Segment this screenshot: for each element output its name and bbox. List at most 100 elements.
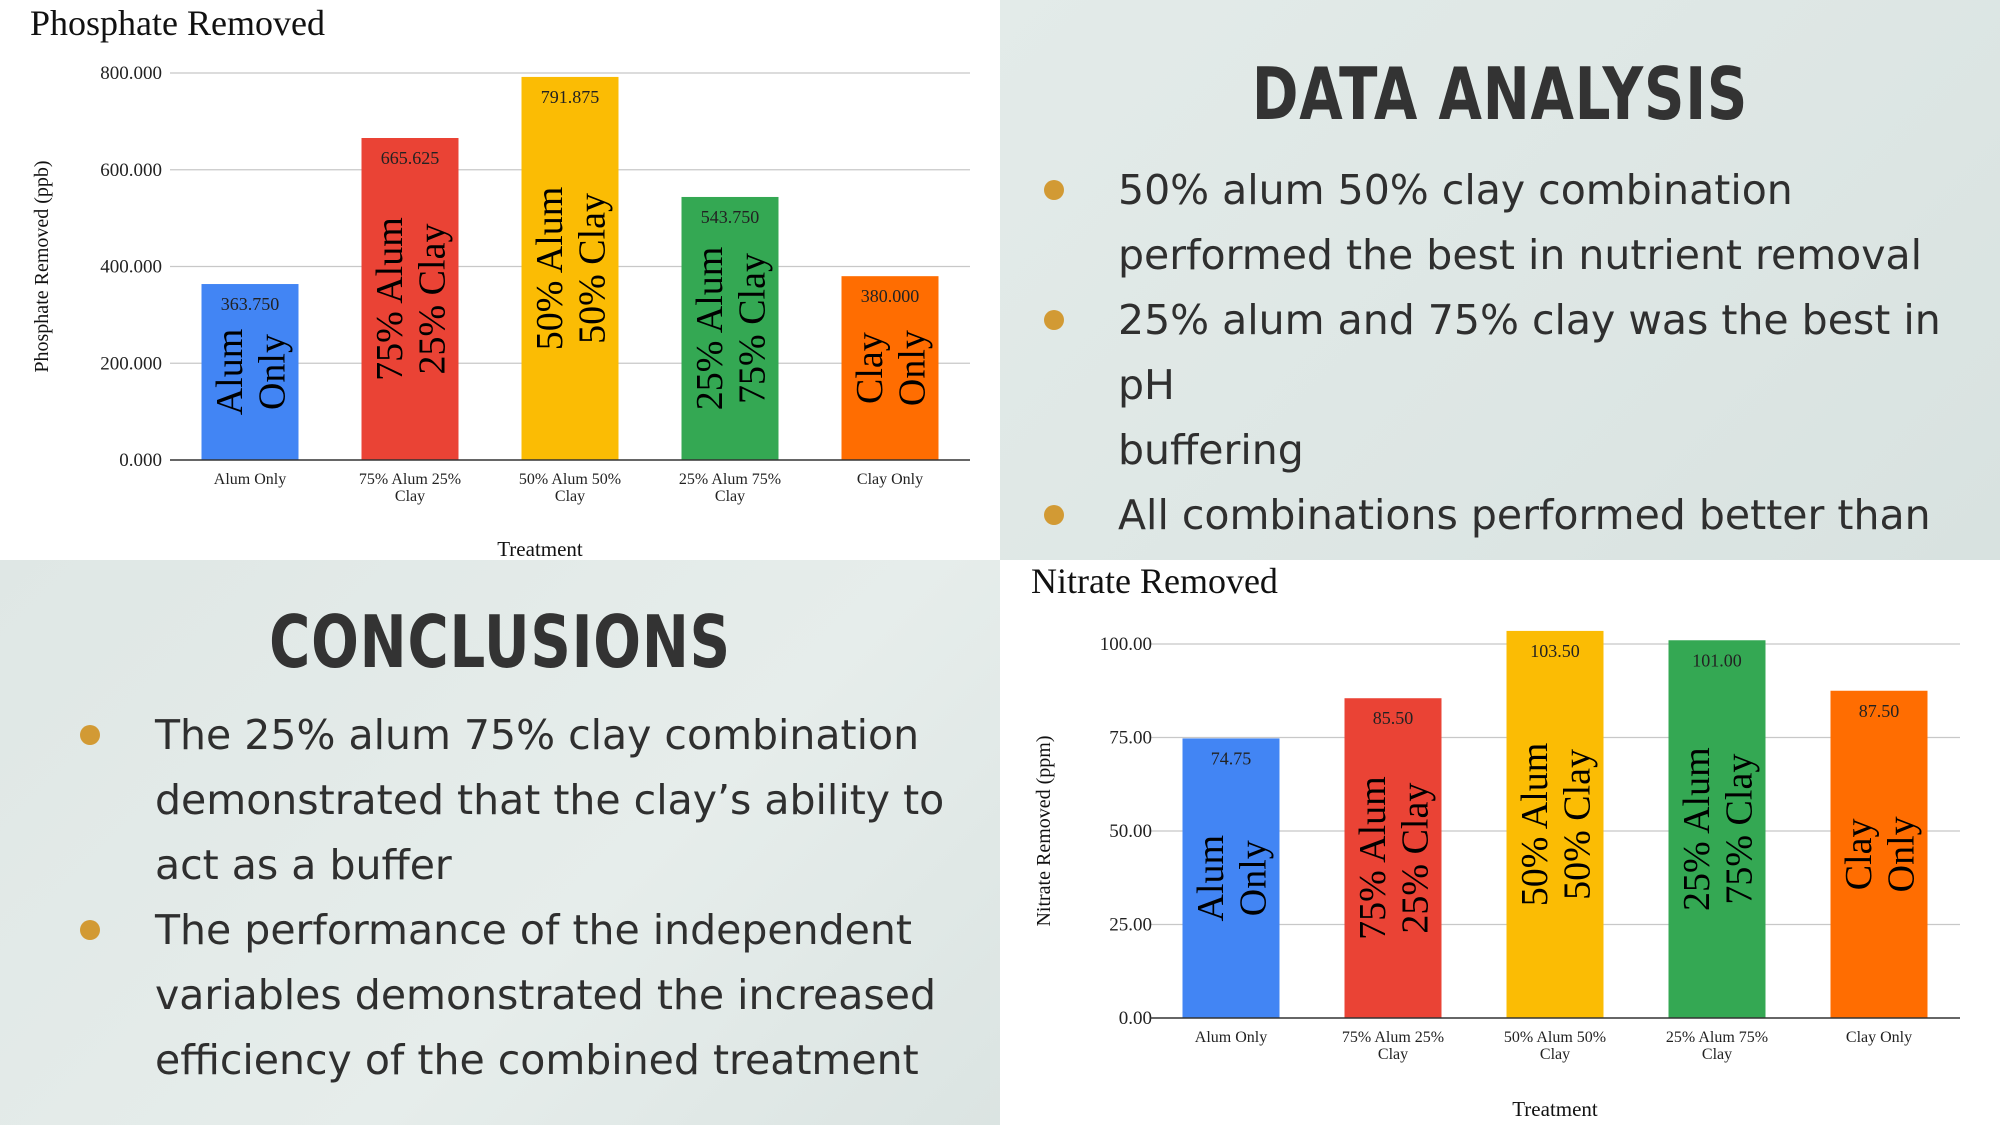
x-tick-label: Alum Only <box>1195 1029 1267 1046</box>
bullet-dot-icon <box>1044 180 1064 200</box>
bar-inner-label-line: Only <box>1233 840 1275 916</box>
bar-inner-label-line: Only <box>1881 816 1923 892</box>
data-label: 85.50 <box>1373 708 1414 728</box>
y-tick-label: 100.00 <box>1100 634 1152 655</box>
x-tick-label: 25% Alum 75% <box>679 471 781 488</box>
data-analysis-bullet-2: 25% alum and 75% clay was the best in pH… <box>1000 288 2000 483</box>
bar-inner-label-line: 25% Alum <box>1676 747 1718 911</box>
data-label: 103.50 <box>1530 641 1580 661</box>
y-tick-label: 600.000 <box>100 160 162 181</box>
bar-inner-label: 50% Alum 50% Clay <box>1514 743 1599 907</box>
conclusions-bullet-1-line-1: The 25% alum 75% clay combination <box>155 711 920 759</box>
x-tick-label: Clay Only <box>1846 1029 1912 1046</box>
bar-inner-label-line: 75% Alum <box>369 217 411 381</box>
x-tick-label: 50% Alum 50% <box>519 471 621 488</box>
conclusions-bullet-2-line-3: efficiency of the combined treatment <box>155 1036 919 1084</box>
conclusions-heading: CONCLUSIONS <box>269 600 731 684</box>
bar-inner-label-line: Only <box>892 330 934 406</box>
bar-inner-label-line: 25% Clay <box>1395 783 1437 934</box>
data-analysis-bullet-2-line-2: buffering <box>1118 426 1304 474</box>
x-tick-label: 25% Alum 75% <box>1666 1029 1768 1046</box>
data-label: 543.750 <box>701 207 760 227</box>
phosphate-chart-title: Phosphate Removed <box>30 3 325 43</box>
bar-inner-label: Clay Only <box>849 330 934 406</box>
bar <box>681 196 779 460</box>
y-tick-label: 800.000 <box>100 63 162 84</box>
x-tick-label: 50% Alum 50% <box>1504 1029 1606 1046</box>
bar-inner-label: 25% Alum 75% Clay <box>1676 747 1761 911</box>
x-tick-label: 75% Alum 25% <box>1342 1029 1444 1046</box>
bar-inner-label: 75% Alum 25% Clay <box>369 217 454 381</box>
conclusions-bullet-1-line-2: demonstrated that the clay’s ability to <box>155 776 945 824</box>
data-analysis-bullet-1-line-2: performed the best in nutrient removal <box>1118 231 1923 279</box>
bar-inner-label-line: 50% Alum <box>529 187 571 351</box>
bar-inner-label-line: 75% Clay <box>732 253 774 404</box>
bar <box>1668 640 1766 1018</box>
bar-inner-label-line: 25% Clay <box>412 224 454 375</box>
bar-inner-label-line: Alum <box>209 329 251 416</box>
bar-inner-label-line: Alum <box>1190 835 1232 922</box>
bar <box>841 276 939 460</box>
data-label: 87.50 <box>1859 701 1900 721</box>
conclusions-bullet-1: The 25% alum 75% clay combination demonst… <box>0 703 1000 898</box>
nitrate-chart-title: Nitrate Removed <box>1031 561 1278 601</box>
data-label: 665.625 <box>381 148 440 168</box>
x-axis-title: Treatment <box>497 537 583 560</box>
phosphate-bar-chart: 0.000 200.000 400.000 600.000 800.000 363.750… <box>31 63 970 560</box>
x-tick-label: Clay <box>715 488 745 505</box>
bar-inner-label-line: Only <box>252 334 294 410</box>
y-tick-label: 50.00 <box>1109 821 1152 842</box>
bar-inner-label: Alum Only <box>1190 835 1275 922</box>
conclusions-bullet-2-line-1: The performance of the independent <box>155 906 912 954</box>
conclusions-panel: CONCLUSIONS The 25% alum 75% clay combin… <box>0 560 1000 1125</box>
phosphate-chart-panel: Phosphate Removed 0.000 200.000 400.000 600… <box>0 0 1000 560</box>
y-tick-label: 200.000 <box>100 353 162 374</box>
conclusions-bullet-2-line-2: variables demonstrated the increased <box>155 971 936 1019</box>
data-analysis-bullet-2-line-1: 25% alum and 75% clay was the best in pH <box>1118 296 1941 409</box>
bar <box>201 284 299 460</box>
conclusions-bullet-1-line-3: act as a buffer <box>155 841 452 889</box>
bar <box>1344 698 1442 1018</box>
bar-inner-label: 25% Alum 75% Clay <box>689 247 774 411</box>
bar <box>521 76 619 460</box>
conclusions-bullet-list: The 25% alum 75% clay combination demonst… <box>0 703 1000 1093</box>
y-tick-label: 0.000 <box>119 450 162 471</box>
data-analysis-bullet-3-line-1: All combinations performed better than <box>1118 491 1931 539</box>
bullet-dot-icon <box>1044 505 1064 525</box>
bar <box>1506 630 1604 1018</box>
data-analysis-panel: DATA ANALYSIS 50% alum 50% clay combinat… <box>1000 0 2000 604</box>
x-tick-label: Clay <box>1378 1046 1408 1063</box>
nitrate-chart-panel: Nitrate Removed 0.00 25.00 50.00 75.00 100.0… <box>1000 560 2000 1125</box>
bullet-dot-icon <box>80 920 100 940</box>
y-axis-title: Nitrate Removed (ppm) <box>1033 735 1055 926</box>
data-analysis-bullet-1: 50% alum 50% clay combination performed t… <box>1000 158 2000 288</box>
x-tick-label: 75% Alum 25% <box>359 471 461 488</box>
data-label: 363.750 <box>221 294 280 314</box>
y-tick-label: 400.000 <box>100 257 162 278</box>
data-analysis-heading: DATA ANALYSIS <box>1251 52 1749 136</box>
bullet-dot-icon <box>1044 310 1064 330</box>
x-axis-title: Treatment <box>1512 1097 1598 1121</box>
bar-inner-label-line: Clay <box>849 332 891 404</box>
bar <box>1182 738 1280 1018</box>
x-tick-label: Clay Only <box>857 471 923 488</box>
bar-inner-label-line: 50% Clay <box>572 193 614 344</box>
bar-inner-label-line: Clay <box>1838 818 1880 890</box>
x-tick-label: Alum Only <box>214 471 286 488</box>
y-tick-label: 25.00 <box>1109 915 1152 936</box>
data-analysis-bullet-list: 50% alum 50% clay combination performed t… <box>1000 158 2000 613</box>
bar-inner-label-line: 75% Alum <box>1352 776 1394 940</box>
data-label: 74.75 <box>1211 748 1252 768</box>
data-analysis-bullet-1-line-1: 50% alum 50% clay combination <box>1118 166 1793 214</box>
bar <box>361 138 459 460</box>
y-tick-label: 0.00 <box>1119 1008 1152 1029</box>
bar <box>1830 690 1928 1018</box>
bar-inner-label: 75% Alum 25% Clay <box>1352 776 1437 940</box>
conclusions-bullet-2: The performance of the independent variab… <box>0 898 1000 1093</box>
x-tick-label: Clay <box>395 488 425 505</box>
bullet-dot-icon <box>80 725 100 745</box>
bar-inner-label: Alum Only <box>209 329 294 416</box>
bar-inner-label-line: 50% Clay <box>1557 749 1599 900</box>
x-tick-label: Clay <box>1540 1046 1570 1063</box>
